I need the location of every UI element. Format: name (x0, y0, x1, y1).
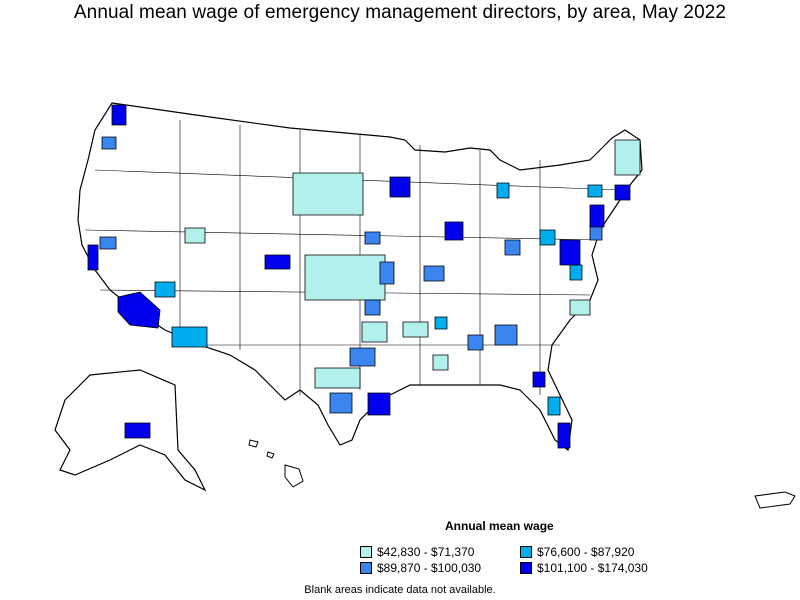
areas-42830-71370 (184, 139, 641, 389)
map-title: Annual mean wage of emergency management… (73, 2, 727, 23)
legend-label: $89,870 - $100,030 (377, 561, 482, 575)
areas-89870-100030 (99, 136, 603, 414)
legend-item: $76,600 - $87,920 (520, 545, 634, 559)
legend-swatch (520, 546, 532, 558)
hawaii-islands (248, 439, 304, 488)
us-wage-map (54, 102, 796, 509)
legend-label: $42,830 - $71,370 (377, 545, 475, 559)
legend-swatch (360, 562, 372, 574)
puerto-rico-outline (754, 491, 796, 509)
area-borders (84, 120, 621, 395)
legend-item: $42,830 - $71,370 (360, 545, 474, 559)
legend-swatch (520, 562, 532, 574)
legend-title: Annual mean wage (445, 519, 554, 533)
footnote: Blank areas indicate data not available. (304, 584, 496, 596)
legend-label: $101,100 - $174,030 (537, 561, 648, 575)
legend-swatch (360, 546, 372, 558)
legend-item: $101,100 - $174,030 (520, 561, 648, 575)
areas-101100-174030 (87, 104, 631, 449)
legend-label: $76,600 - $87,920 (537, 545, 635, 559)
areas-76600-87920 (154, 182, 603, 416)
legend-item: $89,870 - $100,030 (360, 561, 481, 575)
